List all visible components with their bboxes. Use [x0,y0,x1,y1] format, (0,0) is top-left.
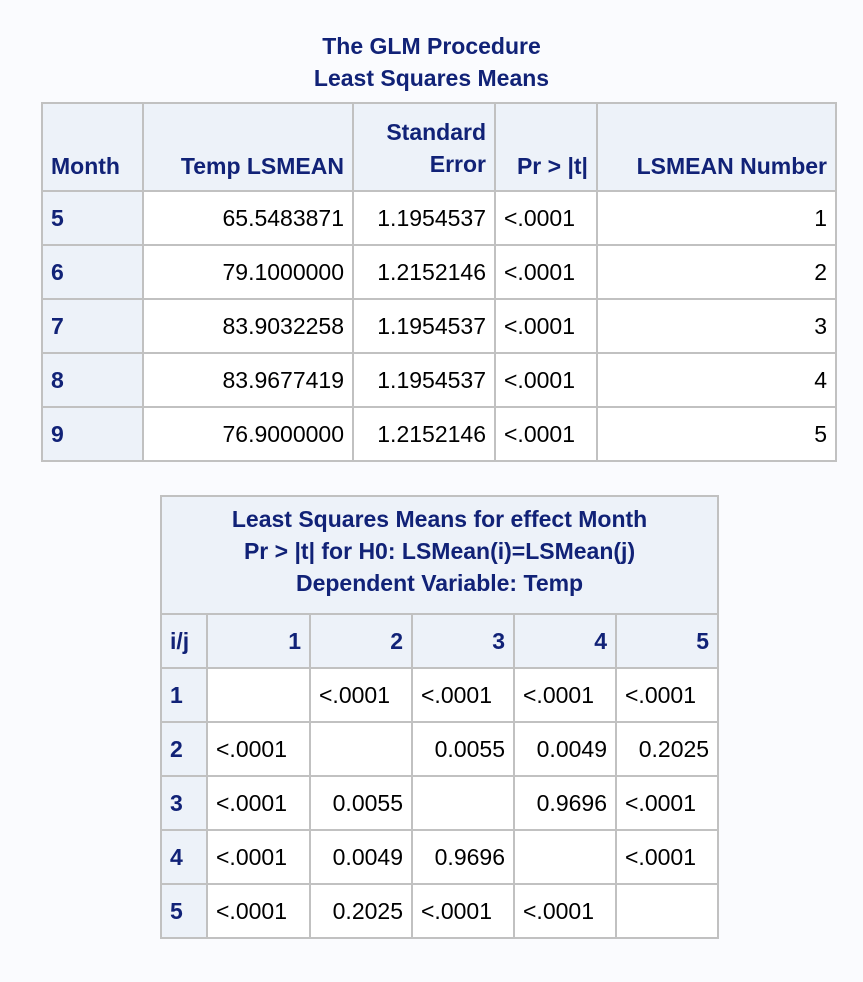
column-header: 5 [614,613,720,669]
titles-block: The GLM Procedure Least Squares Means [0,0,863,100]
table-row: 7 83.9032258 1.1954537 <.0001 3 [41,298,837,354]
table-cell: 0.0055 [411,721,515,777]
table-cell: 0.9696 [411,829,515,885]
table-row: 8 83.9677419 1.1954537 <.0001 4 [41,352,837,408]
table-cell [206,667,311,723]
pairwise-caption: Least Squares Means for effect Month Pr … [159,495,720,615]
caption-line: Least Squares Means for effect Month [231,506,648,532]
caption-line: Pr > |t| for H0: LSMean(i)=LSMean(j) [243,538,636,564]
table-cell: 3 [596,298,837,354]
table-row: 4 <.0001 0.0049 0.9696 <.0001 [160,829,720,885]
table-cell [513,829,617,885]
row-header: 1 [160,667,208,723]
row-header: 2 [160,721,208,777]
column-header: 2 [309,613,413,669]
section-title: Least Squares Means [313,65,550,91]
table-cell: 0.0055 [309,775,413,831]
table-cell: 76.9000000 [142,406,354,462]
table-cell: 79.1000000 [142,244,354,300]
table-cell: 1.1954537 [352,352,496,408]
caption-line: Dependent Variable: Temp [295,570,584,596]
column-header: 1 [206,613,311,669]
table-cell: 4 [596,352,837,408]
table-cell: <.0001 [494,298,598,354]
col-standard-error-line1: Standard [386,119,486,145]
table-cell: <.0001 [614,667,720,723]
col-standard-error: Standard Error [352,102,496,192]
column-header: 4 [513,613,617,669]
table-cell [309,721,413,777]
row-header: 8 [41,352,144,408]
col-temp-lsmean: Temp LSMEAN [142,102,354,192]
table-cell: 65.5483871 [142,190,354,246]
column-header: i/j [160,613,208,669]
table-cell: 0.9696 [513,775,617,831]
lsmeans-table: Month Temp LSMEAN Standard Error Pr > |t|… [41,102,837,462]
table-row: 1 <.0001 <.0001 <.0001 <.0001 [160,667,720,723]
row-header: 6 [41,244,144,300]
table-row: 6 79.1000000 1.2152146 <.0001 2 [41,244,837,300]
table-cell: 1.1954537 [352,190,496,246]
table-row: 9 76.9000000 1.2152146 <.0001 5 [41,406,837,462]
table-cell: <.0001 [614,775,720,831]
table-cell: <.0001 [206,721,311,777]
table-cell: 0.0049 [309,829,413,885]
procedure-title: The GLM Procedure [322,33,541,59]
table-cell: 5 [596,406,837,462]
pairwise-header-row: i/j 1 2 3 4 5 [160,613,720,669]
table-row: 2 <.0001 0.0055 0.0049 0.2025 [160,721,720,777]
table-cell: <.0001 [309,667,413,723]
table-cell: <.0001 [411,883,515,939]
row-header: 7 [41,298,144,354]
table-cell: 2 [596,244,837,300]
col-month: Month [41,102,144,192]
table-cell: <.0001 [206,775,311,831]
row-header: 5 [160,883,208,939]
table-cell: 0.2025 [309,883,413,939]
table-cell: <.0001 [614,829,720,885]
row-header: 3 [160,775,208,831]
col-lsmean-number: LSMEAN Number [596,102,837,192]
pairwise-table: Least Squares Means for effect Month Pr … [159,495,720,939]
table-cell: <.0001 [494,244,598,300]
table-cell: <.0001 [411,667,515,723]
table-cell: <.0001 [494,406,598,462]
row-header: 5 [41,190,144,246]
table-cell: 1 [596,190,837,246]
col-pr-t: Pr > |t| [494,102,598,192]
table-cell: 1.2152146 [352,244,496,300]
row-header: 4 [160,829,208,885]
table-cell: <.0001 [206,883,311,939]
table-cell: <.0001 [513,667,617,723]
table-cell: <.0001 [494,352,598,408]
table-cell: 83.9677419 [142,352,354,408]
table-cell: 1.1954537 [352,298,496,354]
table-cell [614,883,720,939]
table-cell: 1.2152146 [352,406,496,462]
row-header: 9 [41,406,144,462]
table-cell [411,775,515,831]
table-cell: <.0001 [494,190,598,246]
table-cell: 0.0049 [513,721,617,777]
table-cell: <.0001 [513,883,617,939]
table-row: 3 <.0001 0.0055 0.9696 <.0001 [160,775,720,831]
table-row: 5 <.0001 0.2025 <.0001 <.0001 [160,883,720,939]
table-row: 5 65.5483871 1.1954537 <.0001 1 [41,190,837,246]
table-cell: 83.9032258 [142,298,354,354]
table-cell: 0.2025 [614,721,720,777]
col-standard-error-line2: Error [429,151,486,177]
column-header: 3 [411,613,515,669]
table-cell: <.0001 [206,829,311,885]
